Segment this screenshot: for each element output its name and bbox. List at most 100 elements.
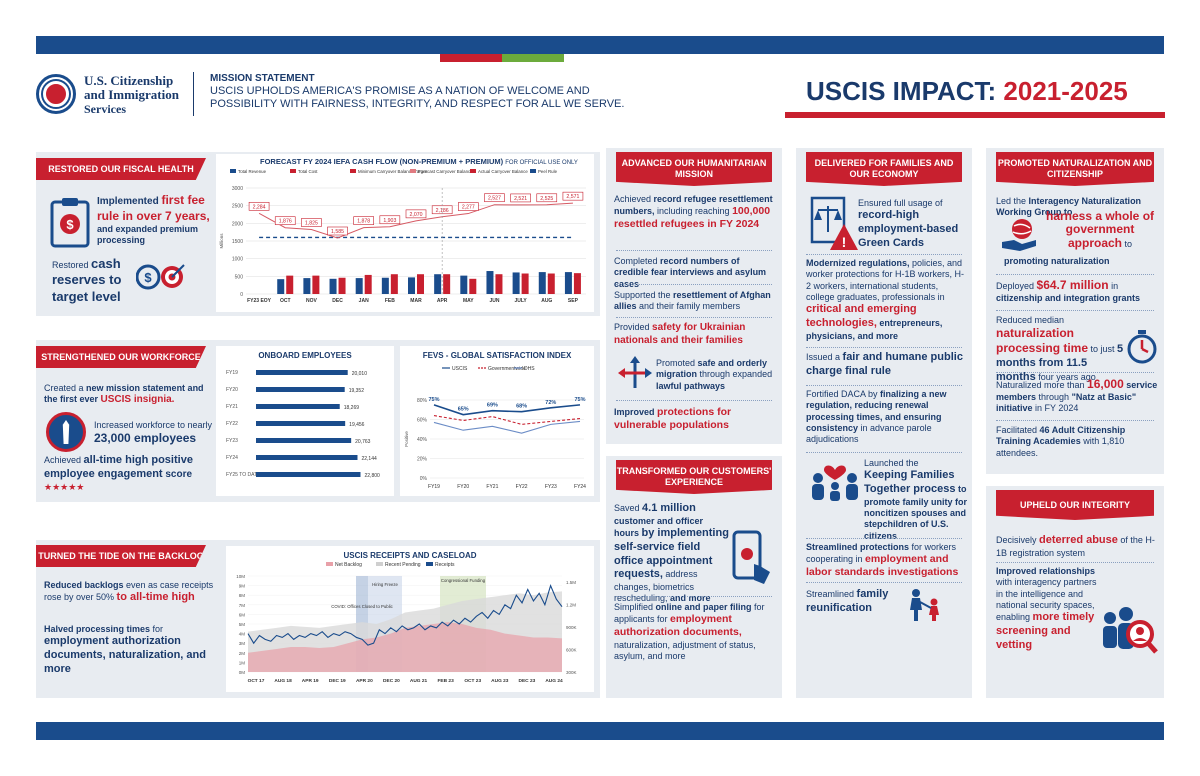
cashflow-ytick: 0 xyxy=(240,292,243,298)
employees-category: FY24 xyxy=(226,455,238,461)
employees-bar xyxy=(256,455,358,460)
separator xyxy=(996,310,1154,311)
integrity-bullet-2: Improved relationships with interagency … xyxy=(996,566,1097,651)
receipts-ytick-left: 5M xyxy=(239,622,246,627)
cashflow-balance-label: 1,825 xyxy=(305,221,318,227)
cashflow-xtick: MAY xyxy=(463,298,474,304)
receipts-net-backlog-area xyxy=(248,622,562,672)
receipts-ytick-left: 3M xyxy=(239,641,246,646)
receipts-ytick-left: 1M xyxy=(239,660,246,665)
receipts-legend-swatch xyxy=(326,562,333,566)
fevs-xtick: FY24 xyxy=(574,484,586,490)
cashflow-ytick: 1000 xyxy=(232,257,243,263)
cashflow-cost-bar xyxy=(521,273,529,294)
fevs-ytick: 60% xyxy=(417,418,428,424)
header-divider xyxy=(193,72,194,116)
humanitarian-bullet-1: Achieved record refugee resettlement num… xyxy=(614,194,773,231)
cashflow-cost-bar xyxy=(312,275,320,294)
fevs-xtick: FY23 xyxy=(545,484,557,490)
fevs-chart-title: FEVS - GLOBAL SATISFACTION INDEX xyxy=(422,351,572,360)
cashflow-balance-label-box xyxy=(405,209,427,219)
receipts-xtick: DEC 20 xyxy=(383,678,400,684)
employees-category: FY22 xyxy=(226,421,238,427)
humanitarian-panel xyxy=(606,148,782,444)
cashflow-xtick: AUG xyxy=(541,298,552,304)
fevs-ytick: 20% xyxy=(417,457,428,463)
employees-bar xyxy=(256,404,340,409)
color-stripes xyxy=(440,54,564,62)
receipts-ytick-right: 1.2M xyxy=(566,603,576,608)
receipts-ytick-right: 300K xyxy=(566,670,577,675)
cashflow-balance-label: 2,525 xyxy=(540,196,553,202)
cashflow-ytick: 1500 xyxy=(232,239,243,245)
fevs-legend-label: USCIS xyxy=(452,366,468,372)
cashflow-balance-label-box xyxy=(484,193,505,203)
cashflow-revenue-bar xyxy=(408,277,415,294)
cashflow-legend-label: Total Cost xyxy=(298,169,318,174)
fevs-ylabel: Positive xyxy=(404,431,409,447)
cashflow-balance-label: 2,186 xyxy=(436,208,449,214)
fevs-value-label: 72% xyxy=(545,400,556,406)
fevs-xtick: FY22 xyxy=(516,484,528,490)
cashflow-revenue-bar xyxy=(538,272,546,294)
families-bullet-4: Fortified DACA by finalizing a new regul… xyxy=(806,389,947,444)
receipts-ytick-left: 8M xyxy=(239,593,246,598)
employees-value-label: 20,763 xyxy=(355,439,371,445)
receipts-ytick-left: 0M xyxy=(239,670,246,675)
receipts-ytick-left: 10M xyxy=(236,574,245,579)
cashflow-xtick: MAR xyxy=(410,298,422,304)
receipts-annotation: Hiring Freeze xyxy=(372,582,398,587)
separator xyxy=(996,562,1154,563)
employees-category: FY20 xyxy=(226,387,238,393)
receipts-xtick: AUG 24 xyxy=(545,678,563,684)
fevs-value-label: 65% xyxy=(458,407,469,413)
naturalization-bullet-2: Deployed $64.7 million in citizenship an… xyxy=(996,278,1141,303)
receipts-xtick: APR 20 xyxy=(356,678,373,684)
cashflow-xtick: JULY xyxy=(514,298,527,304)
employees-value-label: 22,144 xyxy=(361,456,377,462)
workforce-bullet-1: Created a new mission statement and the … xyxy=(44,383,204,406)
cashflow-balance-label: 2,284 xyxy=(253,204,266,210)
cashflow-cost-bar xyxy=(417,274,424,294)
cashflow-balance-label: 2,571 xyxy=(566,194,579,200)
cashflow-balance-label-box xyxy=(327,226,348,236)
fevs-legend-label: DHS xyxy=(524,366,535,372)
separator xyxy=(616,596,772,597)
cashflow-xtick: APR xyxy=(437,298,448,304)
naturalization-bullet-5: Facilitated 46 Adult Citizenship Trainin… xyxy=(996,425,1126,458)
top-banner-bar xyxy=(36,36,1164,54)
receipts-line xyxy=(247,583,563,646)
family-heart-icon xyxy=(808,462,862,502)
cashflow-balance-line xyxy=(258,202,573,239)
backlog-header: TURNED THE TIDE ON THE BACKLOG xyxy=(36,545,206,567)
receipts-legend-swatch xyxy=(376,562,383,566)
fiscal-bullet-2: Restored cash reserves to target level xyxy=(52,256,122,304)
cashflow-balance-label: 2,527 xyxy=(488,196,501,202)
svg-text:$: $ xyxy=(66,217,74,232)
bottom-banner-bar xyxy=(36,722,1164,740)
families-bullet-1: Ensured full usage of record-high employ… xyxy=(858,198,959,249)
fevs-legend-label: Governmentwide xyxy=(488,366,526,372)
globe-hand-icon xyxy=(1000,216,1040,252)
families-bullet-7: Streamlined family reunification xyxy=(806,588,889,614)
receipts-annotation: Congressional Funding xyxy=(441,578,486,583)
separator xyxy=(616,400,772,401)
crossroads-arrows-icon xyxy=(618,356,652,390)
cashflow-legend-swatch xyxy=(350,169,356,173)
separator xyxy=(996,372,1154,373)
fevs-ytick: 0% xyxy=(420,476,428,482)
employees-bar xyxy=(256,370,348,375)
uscis-seal-logo xyxy=(36,74,76,114)
cashflow-revenue-bar xyxy=(329,278,337,294)
naturalization-bullet-1: Led the Interagency Naturalization Worki… xyxy=(996,196,1142,218)
cashflow-xtick: OCT xyxy=(280,298,291,304)
cashflow-cost-bar xyxy=(364,274,372,294)
naturalization-header: PROMOTED NATURALIZATION AND CITIZENSHIP xyxy=(996,152,1154,186)
workforce-bullet-2: Increased workforce to nearly 23,000 emp… xyxy=(94,420,213,446)
cashflow-xtick: JAN xyxy=(359,298,369,304)
receipts-chart: USCIS RECEIPTS AND CASELOAD Net Backlog R… xyxy=(226,546,594,692)
receipts-annotation: COVID: Offices Closed to Public xyxy=(331,604,393,609)
receipts-ytick-left: 2M xyxy=(239,651,246,656)
cashflow-revenue-bar xyxy=(303,278,311,294)
employees-chart-title: ONBOARD EMPLOYEES xyxy=(258,351,352,360)
